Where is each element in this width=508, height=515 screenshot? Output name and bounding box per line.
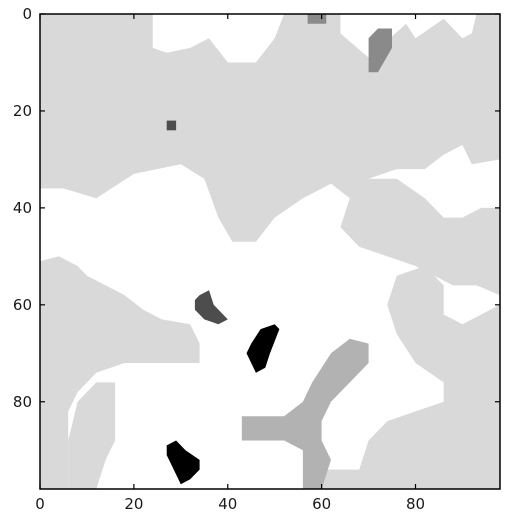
heatmap-region-light	[68, 382, 116, 489]
heatmap-region-dark	[307, 14, 327, 24]
heatmap-region-dark	[368, 28, 392, 73]
x-tick-label: 20	[124, 495, 143, 513]
x-axis-ticks: 0 20 40 60 80	[35, 14, 425, 513]
heatmap-region-light	[340, 178, 500, 296]
y-tick-label: 20	[13, 102, 32, 120]
x-tick-label: 60	[312, 495, 331, 513]
heatmap-region-black	[246, 324, 280, 373]
heatmap-region-light	[40, 14, 500, 242]
y-axis-ticks: 0 20 40 60 80	[13, 5, 500, 411]
heatmap-region-light	[40, 256, 200, 489]
heatmap-region-darker	[166, 120, 177, 131]
x-tick-label: 80	[406, 495, 425, 513]
y-tick-label: 80	[13, 393, 32, 411]
y-tick-label: 60	[13, 296, 32, 314]
x-tick-label: 40	[218, 495, 237, 513]
y-tick-label: 40	[13, 199, 32, 217]
heatmap-region-light	[321, 266, 500, 489]
heatmap-region-medium	[241, 338, 369, 489]
axes-frame	[39, 13, 501, 490]
heatmap-region-black	[166, 440, 200, 485]
y-tick-label: 0	[22, 5, 32, 23]
heatmap-region-light	[40, 14, 55, 44]
heatmap-region-darker	[194, 290, 228, 325]
x-tick-label: 0	[35, 495, 45, 513]
plot-area	[40, 14, 500, 489]
heatmap-region-light	[246, 178, 294, 208]
heatmap-regions	[40, 14, 500, 489]
